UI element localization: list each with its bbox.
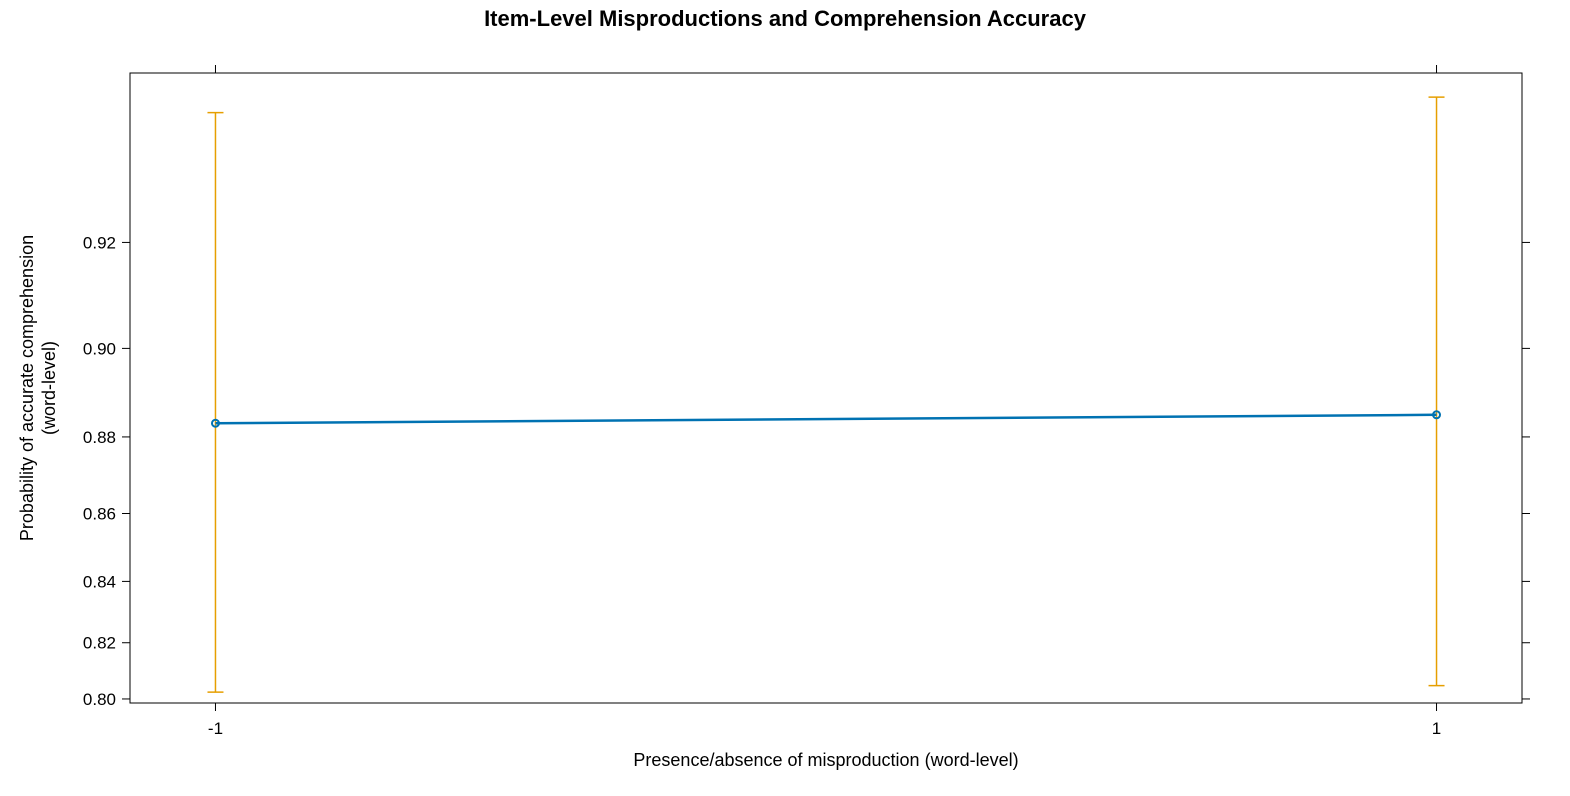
x-axis-label: Presence/absence of misproduction (word-… [633,750,1018,770]
data-point [210,418,220,428]
y-tick-label: 0.84 [83,572,116,591]
error-bars [207,96,1445,693]
x-tick-label: 1 [1432,719,1441,738]
y-tick-label: 0.86 [83,505,116,524]
error-bar [207,111,224,693]
series-layer [210,410,1442,428]
chart-title: Item-Level Misproductions and Comprehens… [484,6,1087,31]
error-bar [1428,96,1445,687]
data-point [1432,410,1442,420]
y-tick-label: 0.80 [83,690,116,709]
plot-frame [129,72,1523,704]
y-axis: 0.80 0.82 0.84 0.86 0.88 0.90 0.92 [83,233,1530,709]
y-axis-label-line-2: (word-level) [39,341,59,435]
y-axis-label-line-1: Probability of accurate comprehension [17,235,37,541]
x-axis: -1 1 [208,65,1441,738]
y-tick-label: 0.90 [83,339,116,358]
y-tick-label: 0.88 [83,428,116,447]
y-tick-label: 0.92 [83,233,116,252]
series-line [215,413,1437,425]
y-tick-label: 0.82 [83,634,116,653]
x-tick-label: -1 [208,719,223,738]
